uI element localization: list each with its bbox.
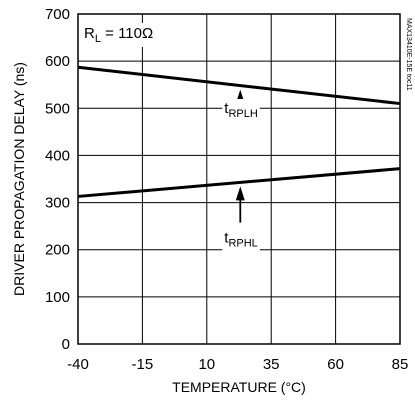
x-tick-label: 60 <box>327 356 344 373</box>
annotation-label-background <box>222 228 260 251</box>
x-tick-label: 85 <box>392 356 409 373</box>
annotation-label-rplh: tRPLH <box>224 100 258 120</box>
annotation-subscript: RPHL <box>228 238 257 250</box>
data-series <box>77 65 401 198</box>
y-tick-label: 400 <box>45 147 70 164</box>
x-tick-label: 10 <box>198 356 215 373</box>
x-tick-label: -15 <box>132 356 154 373</box>
condition-subscript: L <box>95 33 101 45</box>
annotation-arrow-head <box>235 186 245 201</box>
series-line-tRPHL <box>77 167 401 198</box>
y-tick-label: 700 <box>45 6 70 23</box>
y-tick-labels: 0 100 200 300 400 500 600 700 <box>45 6 70 353</box>
y-tick-label: 0 <box>62 336 70 353</box>
figure-id-watermark: MAX13410E-15E toc11 <box>405 18 412 91</box>
series-line-tRPLH <box>77 65 401 106</box>
x-tick-label: 35 <box>263 356 280 373</box>
load-condition-label: RL = 110Ω <box>81 23 157 47</box>
y-tick-label: 600 <box>45 53 70 70</box>
annotation-label-background <box>222 99 260 121</box>
x-axis-title: TEMPERATURE (°C) <box>172 379 306 395</box>
y-axis-title: DRIVER PROPAGATION DELAY (ns) <box>11 62 27 296</box>
y-tick-label: 500 <box>45 100 70 117</box>
y-tick-label: 300 <box>45 195 70 212</box>
x-tick-labels: -40 -15 10 35 60 85 <box>67 356 408 373</box>
y-tick-label: 200 <box>45 242 70 259</box>
x-tick-label: -40 <box>67 356 89 373</box>
condition-background <box>81 23 157 47</box>
grid-lines <box>78 14 400 344</box>
annotation-main: t <box>224 100 229 117</box>
condition-symbol: R <box>84 25 95 42</box>
annotation-subscript: RPLH <box>228 108 257 120</box>
y-tick-label: 100 <box>45 289 70 306</box>
annotation-label-rphl: tRPHL <box>224 230 258 250</box>
condition-text: RL = 110Ω <box>84 25 153 45</box>
annotation-main: t <box>224 230 229 247</box>
plot-frame <box>77 13 401 345</box>
condition-value: = 110Ω <box>101 25 153 42</box>
